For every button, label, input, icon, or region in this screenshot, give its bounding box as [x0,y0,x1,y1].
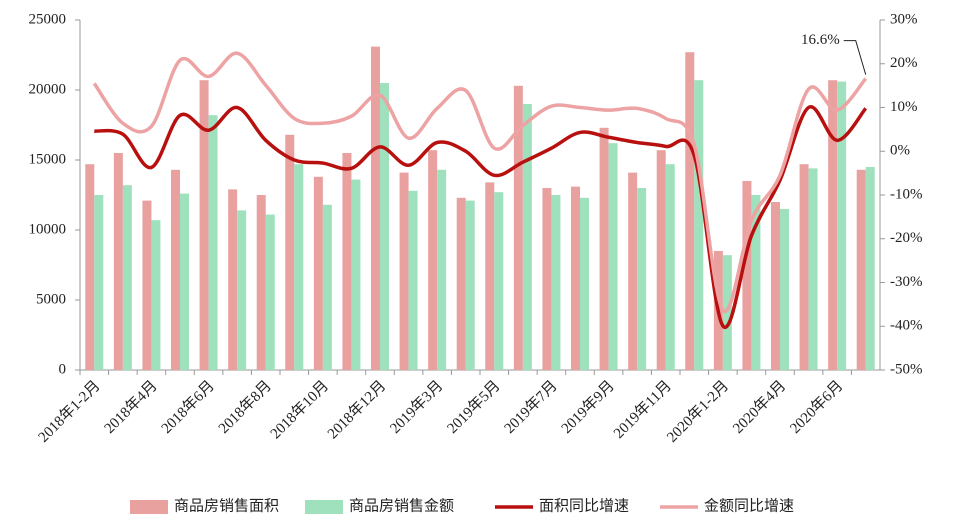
bar [865,167,875,370]
bar [142,200,152,370]
y2-tick-label: 20% [890,55,918,71]
y2-tick-label: 30% [890,11,918,27]
x-tick-label: 2019年3月 [387,377,447,437]
bar [265,214,275,370]
y2-tick-label: -50% [890,361,923,377]
y2-tick-label: 0% [890,143,910,159]
bar [85,164,95,370]
bar [837,81,847,370]
y-tick-label: 5000 [36,291,66,307]
bar [513,85,523,371]
y-tick-label: 10000 [29,221,67,237]
data-label: 16.6% [801,32,840,48]
legend-label: 商品房销售面积 [174,497,279,514]
bar [465,200,475,370]
x-tick-label: 2020年6月 [787,377,847,437]
legend-label: 金额同比增速 [704,497,794,514]
y-tick-label: 0 [59,361,67,377]
bar [428,150,438,370]
bar [94,195,104,370]
bar [113,153,123,370]
bar [342,153,352,370]
legend-swatch [305,500,343,514]
bar [256,195,266,370]
bar [551,195,561,370]
bar [780,209,789,370]
x-tick-label: 2018年1-2月 [35,377,104,446]
bar [628,172,638,370]
bar [580,197,589,370]
bar [180,193,189,370]
x-tick-label: 2019年9月 [558,377,618,437]
bar [294,164,304,370]
bar [371,46,380,370]
bar [742,181,752,370]
bar [313,176,323,370]
y-tick-label: 15000 [29,151,67,167]
bar [171,169,180,370]
y-tick-label: 25000 [29,11,67,27]
x-tick-label: 2018年4月 [101,377,161,437]
bar [608,143,618,370]
bar [151,220,161,370]
x-tick-label: 2018年12月 [324,377,389,442]
line [92,51,868,314]
bar [380,83,389,370]
bar [522,104,532,370]
bar [799,164,809,370]
bar [322,204,332,370]
y2-tick-label: 10% [890,99,918,115]
bar [285,134,295,370]
bar [828,80,838,370]
bar [722,255,732,370]
bar [694,80,704,370]
bar [542,188,552,370]
bar [571,186,580,370]
bar [408,190,418,370]
bar [122,185,132,370]
bar [856,169,866,370]
y2-tick-label: -30% [890,274,923,290]
bar [494,192,504,370]
y2-tick-label: -20% [890,230,923,246]
label-leader [843,40,867,75]
x-tick-label: 2020年1-2月 [664,377,733,446]
bar [771,202,780,370]
legend-label: 商品房销售金额 [349,497,454,514]
bar [437,169,447,370]
bar [228,189,238,370]
bar [399,172,409,370]
x-tick-label: 2018年6月 [158,377,218,437]
bar [199,80,209,370]
bar [351,179,361,370]
line [94,105,868,330]
bar [808,168,818,370]
bar [237,210,247,370]
bar [599,127,609,370]
x-tick-label: 2018年8月 [215,377,275,437]
y-tick-label: 20000 [29,81,67,97]
bar [456,197,466,370]
x-tick-label: 2020年4月 [729,377,789,437]
bar [665,164,675,370]
legend-swatch [130,500,168,514]
legend-label: 面积同比增速 [539,497,629,514]
x-tick-label: 2019年7月 [501,377,561,437]
bar [637,188,647,370]
bar [751,195,761,370]
bar [485,182,495,370]
y2-tick-label: -40% [890,318,923,334]
x-tick-label: 2019年5月 [444,377,504,437]
y2-tick-label: -10% [890,186,923,202]
bar [685,52,695,370]
bar [208,115,218,370]
x-tick-label: 2018年10月 [267,377,332,442]
bar [656,150,666,370]
